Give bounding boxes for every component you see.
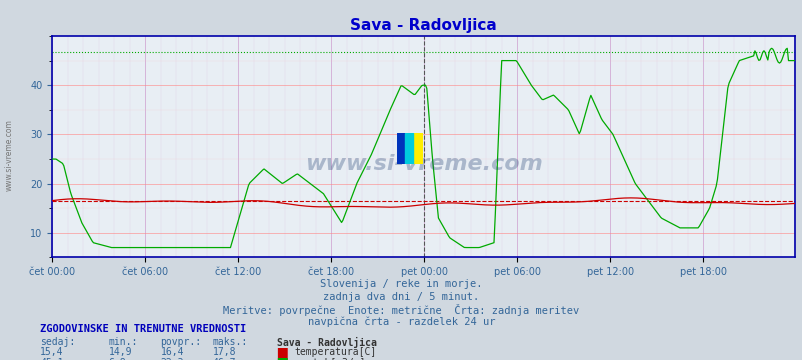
Text: temperatura[C]: temperatura[C]: [294, 347, 376, 357]
Title: Sava - Radovljica: Sava - Radovljica: [350, 18, 496, 33]
Text: Slovenija / reke in morje.: Slovenija / reke in morje.: [320, 279, 482, 289]
Polygon shape: [397, 133, 423, 164]
Text: 6,8: 6,8: [108, 358, 126, 360]
Text: 16,4: 16,4: [160, 347, 184, 357]
Text: navpična črta - razdelek 24 ur: navpična črta - razdelek 24 ur: [307, 316, 495, 327]
Text: povpr.:: povpr.:: [160, 337, 201, 347]
Text: www.si-vreme.com: www.si-vreme.com: [304, 154, 542, 174]
Text: 17,8: 17,8: [213, 347, 236, 357]
Text: Sava - Radovljica: Sava - Radovljica: [277, 337, 376, 348]
Text: ZGODOVINSKE IN TRENUTNE VREDNOSTI: ZGODOVINSKE IN TRENUTNE VREDNOSTI: [40, 324, 246, 334]
Text: █: █: [277, 358, 286, 360]
Text: █: █: [277, 347, 286, 360]
Text: 15,4: 15,4: [40, 347, 63, 357]
Text: pretok[m3/s]: pretok[m3/s]: [294, 358, 365, 360]
Polygon shape: [405, 133, 412, 164]
Text: www.si-vreme.com: www.si-vreme.com: [5, 119, 14, 191]
Text: Meritve: povrpečne  Enote: metrične  Črta: zadnja meritev: Meritve: povrpečne Enote: metrične Črta:…: [223, 304, 579, 316]
Text: min.:: min.:: [108, 337, 138, 347]
Text: 45,1: 45,1: [40, 358, 63, 360]
Text: zadnja dva dni / 5 minut.: zadnja dva dni / 5 minut.: [323, 292, 479, 302]
Text: 22,3: 22,3: [160, 358, 184, 360]
Polygon shape: [410, 133, 423, 164]
Text: 46,7: 46,7: [213, 358, 236, 360]
Text: maks.:: maks.:: [213, 337, 248, 347]
Text: sedaj:: sedaj:: [40, 337, 75, 347]
Text: 14,9: 14,9: [108, 347, 132, 357]
